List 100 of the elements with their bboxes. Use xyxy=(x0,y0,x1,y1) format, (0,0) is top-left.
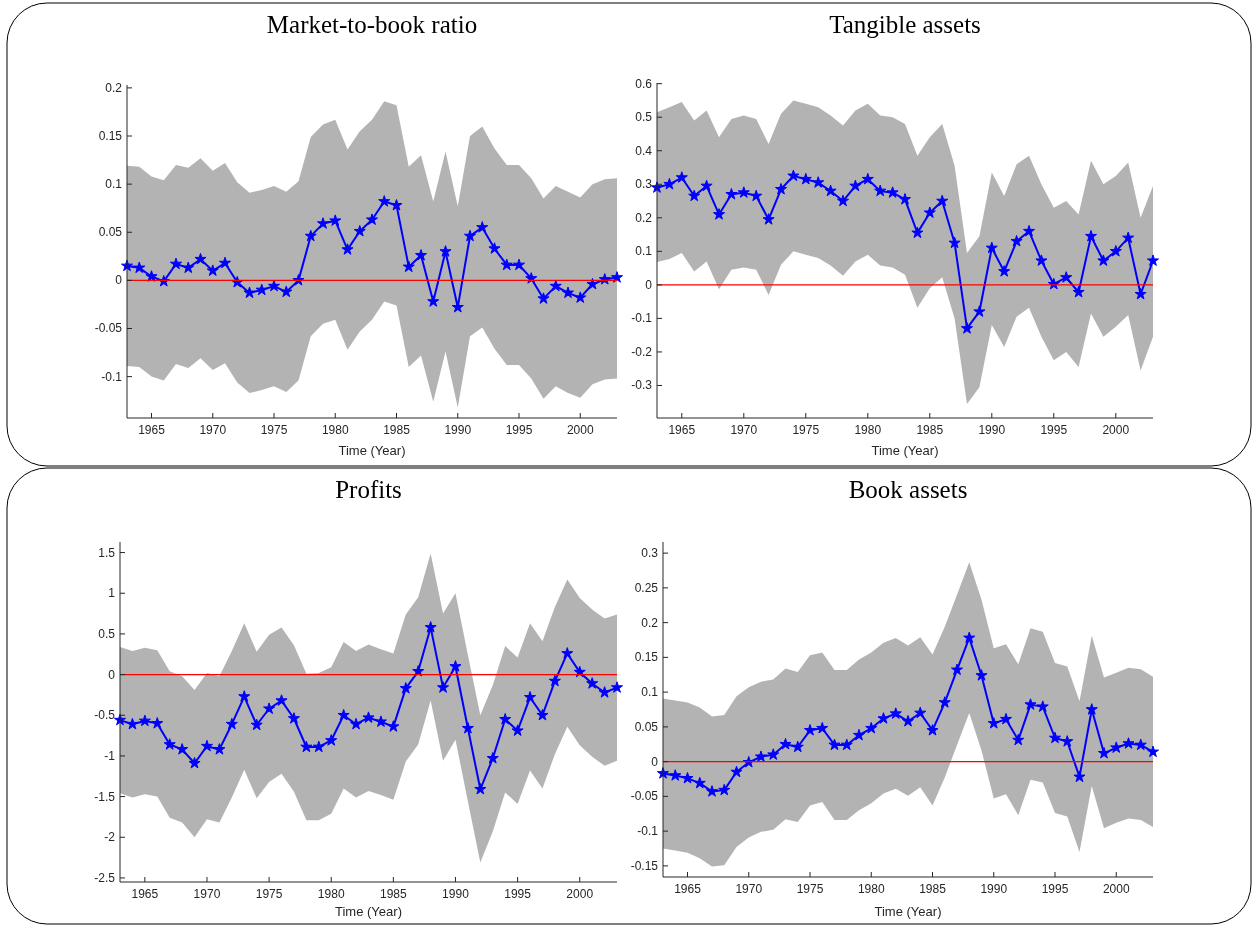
point xyxy=(923,206,936,218)
x-tick-label: 1965 xyxy=(131,887,159,901)
point xyxy=(362,711,375,723)
y-tick-label: -0.15 xyxy=(630,858,659,873)
point xyxy=(1012,733,1025,746)
point xyxy=(730,765,743,778)
point xyxy=(840,738,853,751)
point xyxy=(194,252,207,265)
point xyxy=(960,322,974,334)
x-tick-label: 1990 xyxy=(978,423,1006,437)
x-tick-label: 1970 xyxy=(199,423,227,437)
y-tick-label: -0.5 xyxy=(94,708,116,723)
point xyxy=(681,771,694,784)
chart-title: Profits xyxy=(335,476,402,503)
x-tick-label: 2000 xyxy=(566,423,594,437)
point xyxy=(350,717,363,730)
y-tick-label: 0.5 xyxy=(98,626,116,641)
x-tick-label: 1985 xyxy=(383,423,411,437)
y-tick-label: -0.1 xyxy=(631,311,653,326)
point xyxy=(402,260,415,273)
point xyxy=(1060,271,1073,283)
point xyxy=(999,712,1013,725)
point xyxy=(213,743,226,755)
y-tick-label: -0.3 xyxy=(631,378,653,393)
point xyxy=(1048,731,1062,744)
point xyxy=(537,292,550,304)
chart-title: Tangible assets xyxy=(829,11,981,38)
point xyxy=(574,291,587,303)
point xyxy=(737,186,750,198)
point xyxy=(886,186,899,198)
point xyxy=(255,283,268,296)
y-tick-label: 1 xyxy=(108,586,116,601)
y-tick-label: 0.4 xyxy=(635,143,653,158)
point xyxy=(304,229,317,242)
point xyxy=(700,179,713,192)
point xyxy=(767,748,780,760)
x-tick-label: 1995 xyxy=(1040,423,1068,437)
x-tick-label: 2000 xyxy=(1102,423,1130,437)
point xyxy=(774,182,788,195)
point xyxy=(1085,703,1098,715)
point xyxy=(449,660,462,672)
x-tick-label: 1990 xyxy=(980,882,1008,896)
point xyxy=(812,176,825,188)
point xyxy=(712,208,726,220)
x-axis-title: Time (Year) xyxy=(338,443,406,458)
x-tick-label: 1975 xyxy=(792,423,820,437)
y-tick-label: 0.1 xyxy=(641,685,659,700)
y-tick-label: 0.1 xyxy=(105,177,123,192)
x-tick-label: 1965 xyxy=(668,423,696,437)
point xyxy=(1146,745,1160,758)
point xyxy=(586,277,599,290)
point xyxy=(901,715,915,727)
point xyxy=(176,743,189,755)
point xyxy=(263,702,276,714)
y-tick-label: 0.5 xyxy=(635,110,653,125)
point xyxy=(1072,285,1085,298)
point xyxy=(523,691,537,703)
y-tick-label: 1.5 xyxy=(98,545,116,560)
point xyxy=(914,706,927,719)
x-tick-label: 1970 xyxy=(730,423,758,437)
x-tick-label: 1975 xyxy=(796,882,824,896)
point xyxy=(424,621,437,633)
y-tick-label: -2.5 xyxy=(94,870,116,885)
point xyxy=(865,721,878,734)
y-tick-label: 0 xyxy=(645,277,653,292)
point xyxy=(816,721,829,734)
point xyxy=(499,713,512,725)
point xyxy=(828,738,841,751)
point xyxy=(938,696,951,708)
point xyxy=(300,740,313,753)
y-tick-label: -1 xyxy=(104,748,116,763)
point xyxy=(329,214,342,226)
point xyxy=(325,734,338,746)
point xyxy=(936,194,949,207)
point xyxy=(200,739,214,752)
point xyxy=(948,236,961,249)
point xyxy=(206,264,219,276)
y-tick-label: 0.15 xyxy=(634,650,659,665)
point xyxy=(1061,735,1074,747)
point xyxy=(791,740,804,753)
point xyxy=(1073,770,1086,783)
x-tick-label: 1995 xyxy=(1041,882,1069,896)
x-tick-label: 1980 xyxy=(857,882,885,896)
x-axis-title: Time (Year) xyxy=(871,443,939,458)
point xyxy=(803,724,817,736)
point xyxy=(463,229,477,242)
x-tick-label: 1975 xyxy=(255,887,283,901)
point xyxy=(718,783,731,796)
point xyxy=(762,213,775,225)
point xyxy=(861,172,874,185)
point xyxy=(1134,738,1147,751)
point xyxy=(1022,224,1036,237)
y-tick-label: -1.5 xyxy=(94,789,116,804)
point xyxy=(799,172,812,185)
point xyxy=(926,724,939,736)
y-tick-label: -2 xyxy=(104,830,116,845)
y-tick-label: 0.25 xyxy=(634,580,659,595)
point xyxy=(390,198,403,211)
point xyxy=(548,674,561,687)
point xyxy=(280,285,293,298)
